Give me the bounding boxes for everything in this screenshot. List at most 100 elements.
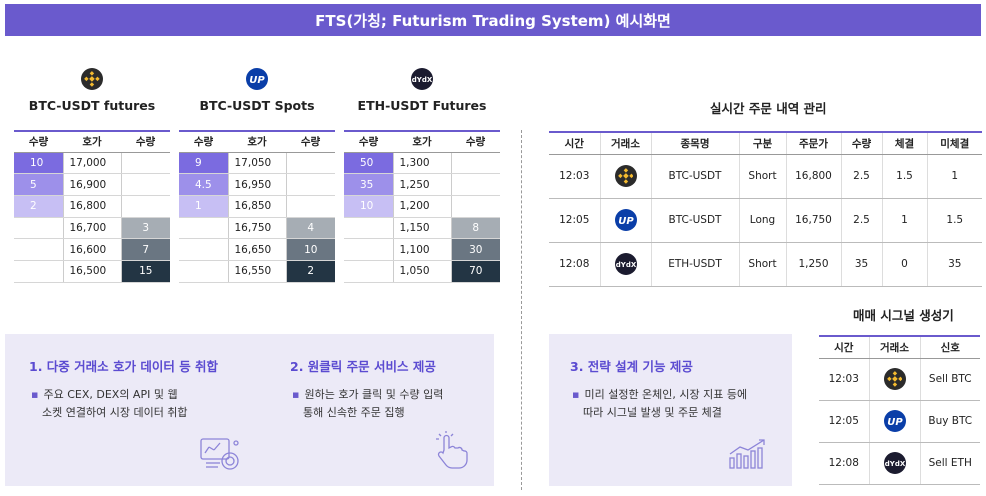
price-cell[interactable]: 1,300: [392, 152, 452, 175]
order-row[interactable]: 12:03 BTC-USDT Short 16,800 2.5 1.5 1: [549, 154, 982, 199]
signal-row[interactable]: 12:05 UP Buy BTC: [819, 400, 980, 443]
ask-qty-cell[interactable]: 30: [451, 238, 500, 261]
orderbook-row[interactable]: 16,700 3: [14, 217, 170, 240]
orderbook-row[interactable]: 2 16,800: [14, 195, 170, 218]
ask-qty-cell[interactable]: [451, 152, 500, 175]
price-cell[interactable]: 1,050: [392, 260, 452, 283]
bid-qty-cell[interactable]: 1: [179, 195, 228, 218]
price-cell[interactable]: 16,800: [62, 195, 122, 218]
price-cell[interactable]: 16,550: [227, 260, 287, 283]
orderbook-row[interactable]: 1,050 70: [344, 260, 500, 283]
orderbook-row[interactable]: 1,100 30: [344, 238, 500, 261]
orderbook-row[interactable]: 16,500 15: [14, 260, 170, 283]
price-cell[interactable]: 16,650: [227, 238, 287, 261]
order-qty: 2.5: [840, 154, 882, 199]
bid-qty-cell[interactable]: [179, 238, 228, 261]
order-price: 16,800: [785, 154, 841, 199]
price-cell[interactable]: 16,950: [227, 173, 287, 196]
ask-qty-cell[interactable]: [121, 152, 170, 175]
ask-qty-cell[interactable]: 15: [121, 260, 170, 283]
growth-chart-icon: [728, 438, 770, 474]
orderbook-header: 수량: [451, 130, 500, 153]
bid-qty-cell[interactable]: [179, 217, 228, 240]
bid-qty-cell[interactable]: 5: [14, 173, 63, 196]
price-cell[interactable]: 16,900: [62, 173, 122, 196]
order-unfilled: 35: [926, 242, 982, 287]
bid-qty-cell[interactable]: [344, 217, 393, 240]
bid-qty-cell[interactable]: [344, 238, 393, 261]
signal-text: Sell BTC: [919, 358, 980, 401]
ask-qty-cell[interactable]: [451, 195, 500, 218]
bid-qty-cell[interactable]: [179, 260, 228, 283]
order-unfilled: 1.5: [926, 198, 982, 243]
price-cell[interactable]: 1,200: [392, 195, 452, 218]
bid-qty-cell[interactable]: 2: [14, 195, 63, 218]
order-qty: 35: [840, 242, 882, 287]
ask-qty-cell[interactable]: [286, 152, 335, 175]
price-cell[interactable]: 16,850: [227, 195, 287, 218]
price-cell[interactable]: 16,500: [62, 260, 122, 283]
order-exchange: [599, 154, 651, 199]
orderbook-name: BTC-USDT futures: [28, 98, 156, 113]
signal-row[interactable]: 12:08 dYdX Sell ETH: [819, 442, 980, 485]
bid-qty-cell[interactable]: [14, 238, 63, 261]
price-cell[interactable]: 1,150: [392, 217, 452, 240]
bid-qty-cell[interactable]: 10: [344, 195, 393, 218]
orderbook-row[interactable]: 16,750 4: [179, 217, 335, 240]
ask-qty-cell[interactable]: 7: [121, 238, 170, 261]
signal-time: 12:05: [819, 400, 869, 443]
ask-qty-cell[interactable]: [451, 173, 500, 196]
price-cell[interactable]: 1,250: [392, 173, 452, 196]
orderbook-row[interactable]: 1 16,850: [179, 195, 335, 218]
bid-qty-cell[interactable]: [14, 260, 63, 283]
orderbook-1: BTC-USDT futures 수량 호가 수량 10 17,000 5 16,90…: [14, 68, 170, 283]
price-cell[interactable]: 16,700: [62, 217, 122, 240]
order-row[interactable]: 12:05 UP BTC-USDT Long 16,750 2.5 1 1.5: [549, 198, 982, 243]
orderbook-row[interactable]: 35 1,250: [344, 173, 500, 196]
orderbook-row[interactable]: 10 17,000: [14, 152, 170, 175]
order-unfilled: 1: [926, 154, 982, 199]
orderbook-row[interactable]: 16,600 7: [14, 238, 170, 261]
orderbook-row[interactable]: 50 1,300: [344, 152, 500, 175]
price-cell[interactable]: 1,100: [392, 238, 452, 261]
bid-qty-cell[interactable]: 10: [14, 152, 63, 175]
bid-qty-cell[interactable]: 9: [179, 152, 228, 175]
price-cell[interactable]: 17,050: [227, 152, 287, 175]
signal-row[interactable]: 12:03 Sell BTC: [819, 358, 980, 401]
ask-qty-cell[interactable]: 70: [451, 260, 500, 283]
orderbook-row[interactable]: 16,650 10: [179, 238, 335, 261]
ask-qty-cell[interactable]: 3: [121, 217, 170, 240]
ask-qty-cell[interactable]: 2: [286, 260, 335, 283]
orderbook-row[interactable]: 16,550 2: [179, 260, 335, 283]
price-cell[interactable]: 17,000: [62, 152, 122, 175]
orderbook-row[interactable]: 5 16,900: [14, 173, 170, 196]
orders-header: 수량: [840, 131, 882, 155]
orderbook-row[interactable]: 9 17,050: [179, 152, 335, 175]
orderbook-header: 수량: [344, 130, 393, 153]
order-price: 1,250: [785, 242, 841, 287]
order-side: Long: [738, 198, 786, 243]
order-side: Short: [738, 242, 786, 287]
ask-qty-cell[interactable]: [121, 195, 170, 218]
ask-qty-cell[interactable]: [286, 173, 335, 196]
ask-qty-cell[interactable]: [121, 173, 170, 196]
ask-qty-cell[interactable]: 4: [286, 217, 335, 240]
order-row[interactable]: 12:08 dYdX ETH-USDT Short 1,250 35 0 35: [549, 242, 982, 287]
bid-qty-cell[interactable]: 50: [344, 152, 393, 175]
orderbook-header: 수량: [14, 130, 63, 153]
price-cell[interactable]: 16,750: [227, 217, 287, 240]
ask-qty-cell[interactable]: 10: [286, 238, 335, 261]
orderbook-row[interactable]: 10 1,200: [344, 195, 500, 218]
ask-qty-cell[interactable]: [286, 195, 335, 218]
page-title: FTS(가칭; Futurism Trading System) 예시화면: [315, 11, 671, 30]
orderbook-row[interactable]: 4.5 16,950: [179, 173, 335, 196]
bid-qty-cell[interactable]: 4.5: [179, 173, 228, 196]
svg-text:dYdX: dYdX: [884, 460, 905, 468]
bid-qty-cell[interactable]: [14, 217, 63, 240]
bid-qty-cell[interactable]: [344, 260, 393, 283]
signal-time: 12:03: [819, 358, 869, 401]
orderbook-row[interactable]: 1,150 8: [344, 217, 500, 240]
price-cell[interactable]: 16,600: [62, 238, 122, 261]
bid-qty-cell[interactable]: 35: [344, 173, 393, 196]
ask-qty-cell[interactable]: 8: [451, 217, 500, 240]
